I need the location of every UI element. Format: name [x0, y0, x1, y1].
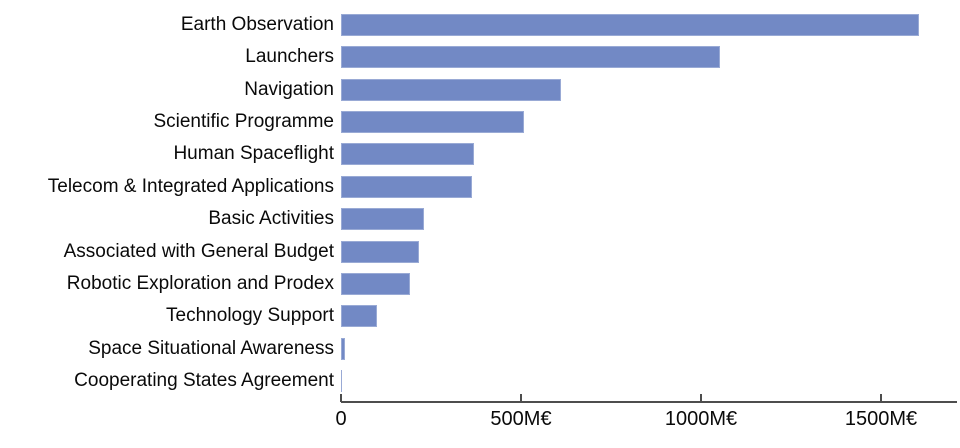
bar	[341, 111, 524, 134]
bar	[341, 46, 720, 69]
category-label: Human Spaceflight	[173, 143, 334, 165]
x-axis-tick-label: 500M€	[490, 408, 552, 430]
bar	[341, 305, 377, 328]
bar	[341, 240, 419, 263]
category-label: Basic Activities	[208, 208, 334, 230]
category-label: Associated with General Budget	[63, 240, 334, 262]
x-axis-tick-label: 0	[335, 408, 347, 430]
x-axis-tick-label: 1000M€	[664, 408, 738, 430]
category-label: Technology Support	[166, 305, 334, 327]
bar	[341, 369, 343, 392]
x-axis-tick	[880, 394, 882, 402]
category-label: Space Situational Awareness	[88, 337, 334, 359]
bar	[341, 143, 474, 166]
category-label: Launchers	[245, 46, 334, 68]
bar	[341, 272, 411, 295]
category-label: Cooperating States Agreement	[74, 369, 334, 391]
bar	[341, 14, 919, 36]
category-label: Telecom & Integrated Applications	[47, 175, 334, 197]
category-label: Navigation	[244, 78, 334, 100]
x-axis-tick	[520, 394, 522, 402]
bar	[341, 78, 562, 101]
category-label: Robotic Exploration and Prodex	[66, 272, 334, 294]
category-label: Earth Observation	[180, 14, 334, 35]
x-axis-tick-label: 1500M€	[844, 408, 918, 430]
x-axis-line	[341, 401, 957, 403]
x-axis-tick	[340, 394, 342, 402]
bar	[341, 208, 425, 231]
x-axis-tick	[700, 394, 702, 402]
bar	[341, 175, 473, 198]
category-label: Scientific Programme	[153, 111, 334, 133]
bar	[341, 337, 345, 360]
